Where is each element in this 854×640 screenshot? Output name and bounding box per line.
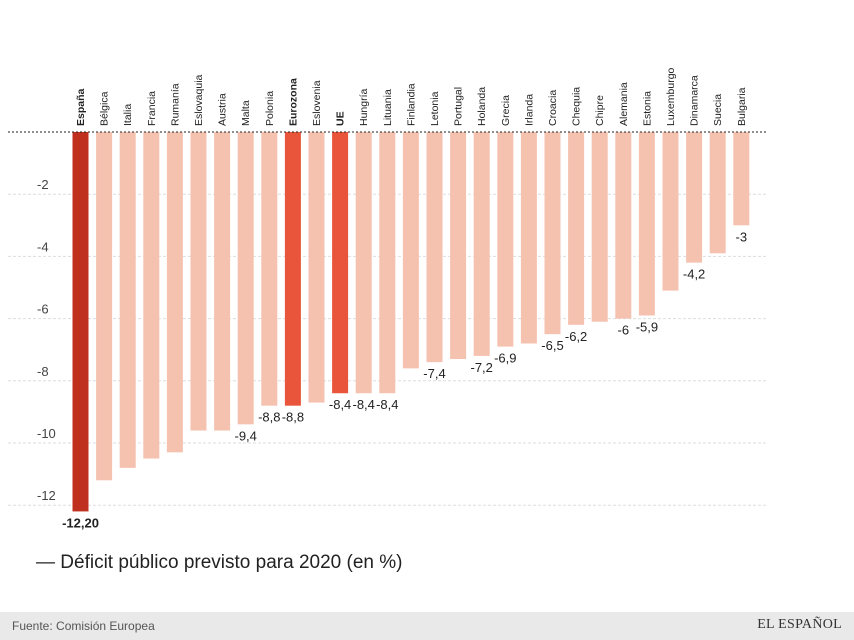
bar-suecia — [709, 132, 726, 254]
y-tick-label: -10 — [37, 426, 56, 441]
category-label-malta: Malta — [240, 100, 252, 126]
bar-chequia — [568, 132, 585, 325]
category-label-rumania: Rumanía — [169, 83, 181, 126]
category-label-lituania: Lituania — [382, 89, 394, 126]
category-label-chequia: Chequia — [571, 87, 583, 126]
value-label-letonia: -7,4 — [423, 366, 445, 381]
bar-lituania — [379, 132, 396, 394]
bar-eslovenia — [308, 132, 325, 403]
bar-portugal — [450, 132, 467, 360]
category-label-croacia: Croacia — [547, 90, 559, 126]
value-label-bulgaria: -3 — [736, 229, 748, 244]
value-label-espana: -12,20 — [62, 515, 99, 530]
category-label-austria: Austria — [217, 93, 229, 126]
bar-grecia — [497, 132, 514, 347]
category-label-ue: UE — [335, 111, 347, 126]
category-label-holanda: Holanda — [476, 87, 488, 126]
bar-bulgaria — [733, 132, 750, 226]
y-tick-label: -12 — [37, 488, 56, 503]
value-label-polonia: -8,8 — [258, 410, 280, 425]
bar-hungria — [355, 132, 372, 394]
y-tick-label: -8 — [37, 364, 49, 379]
bar-belgica — [96, 132, 113, 481]
category-label-espana: España — [75, 88, 87, 126]
bar-letonia — [426, 132, 443, 363]
source-text: Fuente: Comisión Europea — [12, 619, 155, 633]
value-label-ue: -8,4 — [329, 397, 351, 412]
bar-polonia — [261, 132, 278, 406]
category-label-estonia: Estonia — [641, 91, 653, 126]
bar-finlandia — [402, 132, 419, 369]
category-label-suecia: Suecia — [712, 94, 724, 126]
y-tick-label: -2 — [37, 177, 49, 192]
bar-holanda — [473, 132, 490, 356]
value-label-holanda: -7,2 — [470, 360, 492, 375]
brand-logo: EL ESPAÑOL — [757, 617, 842, 632]
category-label-belgica: Bélgica — [99, 91, 111, 126]
value-label-alemania: -6 — [618, 323, 630, 338]
category-label-eurozona: Eurozona — [287, 78, 299, 126]
category-label-grecia: Grecia — [500, 95, 512, 126]
value-label-dinamarca: -4,2 — [683, 267, 705, 282]
bar-eurozona — [284, 132, 301, 406]
value-label-hungria: -8,4 — [352, 397, 374, 412]
category-label-polonia: Polonia — [264, 91, 276, 126]
bar-rumania — [166, 132, 183, 453]
category-label-dinamarca: Dinamarca — [689, 75, 701, 126]
bar-francia — [143, 132, 160, 459]
value-label-lituania: -8,4 — [376, 397, 398, 412]
category-label-chipre: Chipre — [594, 95, 606, 126]
bar-eslovaquia — [190, 132, 207, 431]
value-label-grecia: -6,9 — [494, 351, 516, 366]
y-tick-labels: -2 -4 -6 -8 -10 -12 — [37, 177, 56, 503]
value-label-chequia: -6,2 — [565, 329, 587, 344]
bar-espana — [72, 132, 89, 512]
bar-malta — [237, 132, 254, 425]
y-tick-label: -6 — [37, 302, 49, 317]
category-label-hungria: Hungría — [358, 88, 370, 126]
bar-italia — [119, 132, 136, 468]
category-label-eslovaquia: Eslovaquia — [193, 74, 205, 126]
bar-ue — [332, 132, 349, 394]
bar-alemania — [615, 132, 632, 319]
value-label-eurozona: -8,8 — [282, 410, 304, 425]
category-labels: España Bélgica Italia Francia Rumanía Eslovaq… — [75, 67, 748, 126]
category-label-finlandia: Finlandia — [405, 83, 417, 126]
y-tick-label: -4 — [37, 239, 49, 254]
bar-irlanda — [520, 132, 537, 344]
bar-austria — [214, 132, 231, 431]
bar-dinamarca — [686, 132, 703, 263]
deficit-bar-chart: España Bélgica Italia Francia Rumanía Eslovaq… — [8, 67, 766, 530]
value-label-estonia: -5,9 — [636, 319, 658, 334]
category-label-bulgaria: Bulgaria — [736, 87, 748, 126]
bar-chipre — [591, 132, 608, 322]
category-label-eslovenia: Eslovenia — [311, 80, 323, 126]
chart-legend-title: — Déficit público previsto para 2020 (en… — [36, 552, 403, 573]
footer-bar: Fuente: Comisión Europea EL ESPAÑOL — [0, 612, 854, 640]
category-label-irlanda: Irlanda — [523, 94, 535, 126]
bar-luxemburgo — [662, 132, 679, 291]
value-labels: -12,20-9,4-8,8 -8,8-8,4 -8,4 -8,4-7,4 -7,2-6… — [62, 229, 747, 530]
bars-group — [72, 132, 750, 512]
bar-estonia — [638, 132, 655, 316]
category-label-luxemburgo: Luxemburgo — [665, 67, 677, 126]
category-label-letonia: Letonia — [429, 91, 441, 126]
value-label-malta: -9,4 — [234, 428, 256, 443]
category-label-portugal: Portugal — [453, 87, 465, 126]
bar-croacia — [544, 132, 561, 335]
category-label-italia: Italia — [122, 104, 134, 126]
value-label-croacia: -6,5 — [541, 338, 563, 353]
category-label-francia: Francia — [146, 91, 158, 126]
category-label-alemania: Alemania — [618, 82, 630, 126]
